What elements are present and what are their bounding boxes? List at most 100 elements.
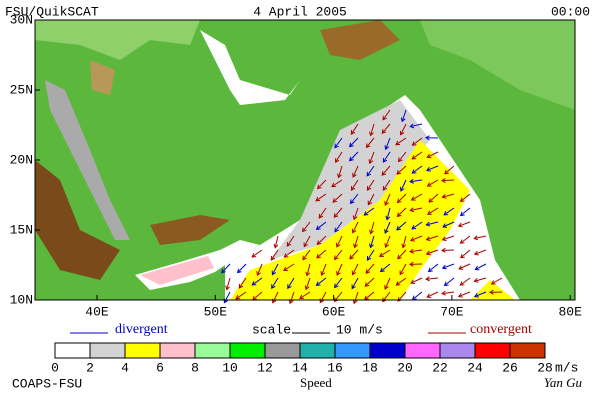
wind-arrow-head bbox=[315, 225, 321, 231]
wind-arrow-head bbox=[251, 253, 257, 258]
wind-arrow bbox=[410, 179, 423, 183]
lon-label: 80E bbox=[558, 304, 582, 319]
wind-arrow-head bbox=[251, 281, 257, 286]
wind-arrow bbox=[384, 221, 391, 234]
wind-arrow bbox=[370, 123, 375, 136]
land-low bbox=[420, 20, 575, 110]
wind-arrow-head bbox=[411, 169, 417, 174]
wind-arrow bbox=[270, 249, 279, 261]
wind-arrow-head bbox=[379, 252, 384, 257]
wind-arrow bbox=[491, 277, 503, 285]
wind-arrow-head bbox=[410, 196, 416, 201]
wind-arrow-head bbox=[302, 227, 307, 233]
wind-arrow-head bbox=[336, 270, 341, 276]
colorbar-label: 28 bbox=[537, 360, 553, 375]
wind-arrow-head bbox=[399, 270, 404, 276]
map-area bbox=[34, 19, 576, 305]
speed-patch bbox=[470, 280, 515, 300]
mountains bbox=[35, 160, 120, 280]
wind-arrow bbox=[366, 249, 375, 261]
wind-arrow bbox=[382, 151, 391, 163]
lon-label: 70E bbox=[440, 304, 464, 319]
wind-arrow bbox=[354, 235, 359, 248]
colorbar-swatch bbox=[229, 342, 266, 359]
scale-label: scale bbox=[252, 322, 291, 337]
wind-arrow-head bbox=[225, 285, 230, 291]
wind-arrow-head bbox=[397, 157, 403, 163]
wind-arrow-head bbox=[366, 171, 372, 177]
wind-arrow bbox=[334, 137, 343, 149]
wind-arrow-head bbox=[382, 115, 387, 121]
wind-arrow bbox=[334, 249, 343, 260]
wind-arrow bbox=[458, 291, 471, 297]
colorbar-swatch bbox=[89, 342, 126, 359]
wind-arrow-head bbox=[490, 280, 496, 285]
wind-arrow-head bbox=[425, 236, 431, 242]
wind-arrow bbox=[336, 235, 343, 248]
wind-arrow-head bbox=[318, 213, 324, 219]
colorbar-swatch bbox=[194, 342, 231, 359]
wind-arrow bbox=[353, 291, 359, 304]
wind-arrow bbox=[444, 277, 455, 286]
wind-arrow-head bbox=[411, 295, 417, 301]
wind-arrow bbox=[402, 235, 407, 248]
wind-arrow-head bbox=[384, 228, 389, 234]
lon-labels: 40E 50E 60E 70E 80E bbox=[85, 295, 582, 319]
wind-arrow-head bbox=[443, 281, 449, 287]
wind-arrow bbox=[401, 109, 407, 122]
wind-arrow-head bbox=[352, 172, 357, 178]
scale-value: 10 m/s bbox=[336, 322, 383, 337]
mountains bbox=[320, 20, 400, 60]
wind-arrow-head bbox=[411, 225, 417, 230]
wind-arrow-head bbox=[365, 143, 371, 149]
wind-arrow-head bbox=[425, 135, 430, 141]
wind-arrow-head bbox=[335, 242, 341, 248]
wind-arrow-head bbox=[457, 222, 463, 228]
wind-arrow bbox=[400, 123, 407, 135]
wind-arrow bbox=[349, 137, 359, 147]
colorbar-swatch bbox=[334, 342, 371, 359]
speed-patch bbox=[230, 140, 470, 300]
colorbar-label: 12 bbox=[257, 360, 273, 375]
wind-arrow bbox=[427, 179, 439, 187]
wind-arrow-head bbox=[270, 255, 276, 261]
speed-patch bbox=[140, 256, 214, 285]
wind-arrow-head bbox=[426, 293, 432, 299]
wind-arrow-head bbox=[473, 250, 479, 256]
wind-arrow-head bbox=[441, 290, 446, 296]
wind-arrow bbox=[386, 207, 391, 220]
wind-arrow-head bbox=[288, 299, 294, 305]
colorbar-label: 24 bbox=[467, 360, 483, 375]
wind-arrow bbox=[284, 249, 295, 258]
colorbar-swatch bbox=[439, 342, 476, 359]
wind-arrow bbox=[396, 277, 407, 286]
wind-arrow bbox=[458, 221, 471, 227]
colorbar-label: 4 bbox=[121, 360, 129, 375]
wind-arrow bbox=[251, 249, 263, 258]
wind-arrow-head bbox=[283, 253, 289, 258]
colorbar-swatch bbox=[369, 342, 406, 359]
wind-arrow-head bbox=[333, 255, 339, 261]
wind-arrow bbox=[428, 193, 439, 203]
colorbar-swatch bbox=[474, 342, 511, 359]
wind-arrow-head bbox=[271, 284, 276, 290]
wind-arrow-head bbox=[443, 210, 449, 216]
wind-arrow bbox=[410, 207, 423, 212]
wind-arrow-head bbox=[316, 240, 322, 246]
wind-arrow bbox=[396, 221, 407, 231]
wind-arrow bbox=[366, 165, 375, 177]
wind-arrow-head bbox=[396, 212, 402, 218]
wind-arrow-head bbox=[441, 193, 447, 199]
wind-arrow-head bbox=[399, 186, 405, 192]
colorbar-label: 2 bbox=[86, 360, 94, 375]
lon-label: 40E bbox=[85, 304, 109, 319]
wind-arrow-head bbox=[369, 131, 374, 137]
wind-arrow-head bbox=[315, 196, 321, 202]
wind-arrow bbox=[426, 235, 439, 241]
wind-arrow bbox=[272, 263, 279, 275]
wind-arrow bbox=[315, 193, 327, 202]
wind-arrow-head bbox=[384, 243, 390, 249]
wind-arrow bbox=[352, 165, 359, 178]
wind-arrow bbox=[352, 263, 359, 275]
wind-arrow bbox=[385, 235, 391, 248]
